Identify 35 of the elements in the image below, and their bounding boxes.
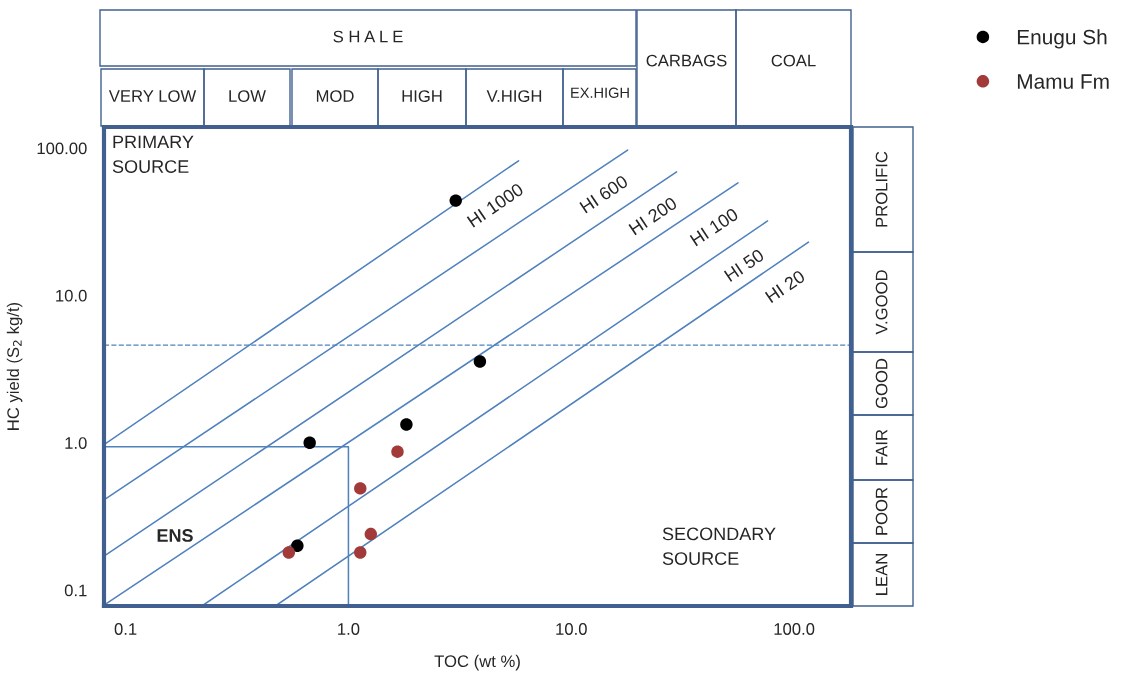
- text: CARBAGS: [646, 54, 727, 67]
- text: S H A L E: [333, 30, 403, 43]
- x-tick-label: 10.0: [556, 623, 587, 635]
- text: HI 20: [764, 269, 806, 304]
- annotation: PRIMARY SOURCE: [112, 135, 194, 173]
- text: HI 600: [579, 174, 629, 214]
- legend-label: Enugu Sh: [1017, 29, 1107, 49]
- x-tick-label: 100.0: [774, 623, 815, 635]
- annotation: SECONDARY SOURCE: [662, 527, 776, 565]
- text: HI 200: [628, 196, 678, 236]
- x-tick-label: 0.1: [114, 623, 137, 635]
- y-tick-label: 0.1: [64, 584, 87, 597]
- text: HIGH: [402, 90, 442, 102]
- text: LEAN: [875, 554, 888, 595]
- y-tick-label: 10.0: [56, 289, 87, 302]
- text: POOR: [875, 487, 888, 535]
- text: HI 100: [689, 207, 740, 247]
- text: LOW: [229, 90, 266, 102]
- text: GOOD: [875, 358, 888, 409]
- text: VERY LOW: [108, 90, 197, 102]
- text: V.GOOD: [875, 270, 888, 335]
- text: HI 50: [723, 248, 765, 282]
- text: V.HIGH: [486, 90, 542, 102]
- y-tick-label: 100.00: [37, 142, 87, 155]
- text: FAIR: [875, 429, 888, 465]
- y-axis-title: HC yield (S$_{2}$ kg/t): [6, 302, 23, 430]
- annotation: ENS: [157, 529, 193, 542]
- x-tick-label: 1.0: [338, 623, 360, 635]
- text: COAL: [771, 54, 816, 67]
- text: PROLIFIC: [875, 151, 888, 227]
- text: MOD: [316, 90, 354, 102]
- y-tick-label: 1.0: [65, 437, 87, 449]
- legend-label: Mamu Fm: [1017, 74, 1109, 89]
- text: EX.HIGH: [571, 87, 629, 98]
- x-axis-title: TOC (wt %): [434, 654, 520, 671]
